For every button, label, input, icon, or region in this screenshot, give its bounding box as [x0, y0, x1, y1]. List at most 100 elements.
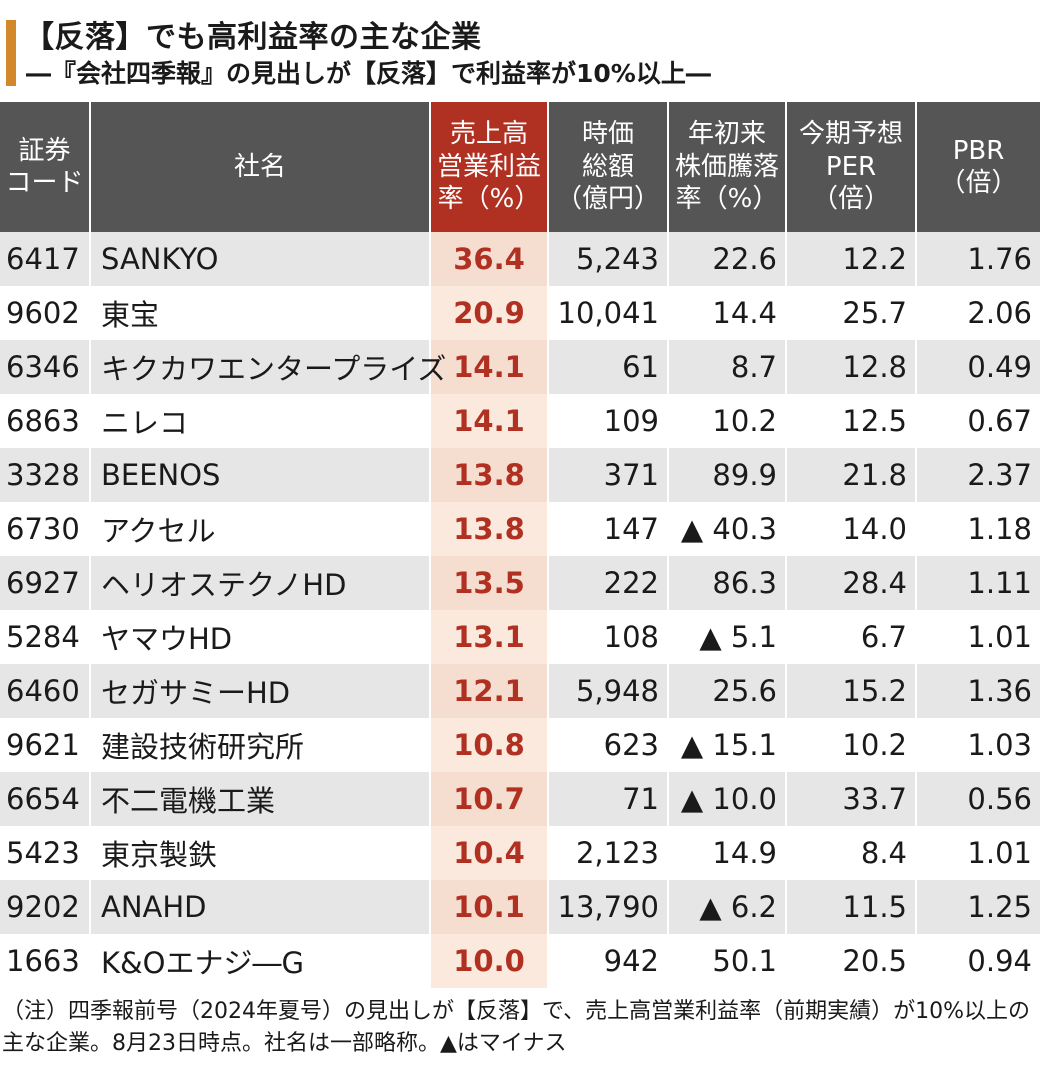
cell-operating-margin: 14.1 — [429, 394, 548, 448]
cell-per: 6.7 — [785, 610, 916, 664]
page-subtitle: ―『会社四季報』の見出しが【反落】で利益率が10%以上― — [26, 59, 711, 88]
cell-operating-margin: 12.1 — [429, 664, 548, 718]
cell-pbr: 1.18 — [915, 502, 1040, 556]
header-company-name: 社名 — [89, 102, 430, 232]
cell-pbr: 1.11 — [915, 556, 1040, 610]
cell-pbr: 1.01 — [915, 610, 1040, 664]
cell-market-cap: 10,041 — [547, 286, 668, 340]
cell-operating-margin: 14.1 — [429, 340, 548, 394]
table-row: 5423 東京製鉄 10.4 2,123 14.9 8.4 1.01 — [0, 826, 1040, 880]
table-row: 1663 K&Oエナジ―G 10.0 942 50.1 20.5 0.94 — [0, 934, 1040, 988]
header-ytd-change: 年初来 株価騰落 率（%） — [667, 102, 786, 232]
cell-market-cap: 5,948 — [547, 664, 668, 718]
cell-pbr: 1.36 — [915, 664, 1040, 718]
cell-per: 15.2 — [785, 664, 916, 718]
cell-market-cap: 623 — [547, 718, 668, 772]
cell-pbr: 0.94 — [915, 934, 1040, 988]
cell-ytd-change: ▲ 10.0 — [667, 772, 786, 826]
cell-operating-margin: 10.8 — [429, 718, 548, 772]
table-row: 6346 キクカワエンタープライズ 14.1 61 8.7 12.8 0.49 — [0, 340, 1040, 394]
data-table: 証券 コード 社名 売上高 営業利益 率（%） 時価 総額 （億円） 年初来 株価騰落 率（%… — [0, 102, 1040, 988]
table-row: 5284 ヤマウHD 13.1 108 ▲ 5.1 6.7 1.01 — [0, 610, 1040, 664]
footnote: （注）四季報前号（2024年夏号）の見出しが【反落】で、売上高営業利益率（前期実… — [2, 999, 1031, 1056]
cell-operating-margin: 10.1 — [429, 880, 548, 934]
cell-operating-margin: 10.0 — [429, 934, 548, 988]
cell-ytd-change: 22.6 — [667, 232, 786, 286]
cell-pbr: 0.67 — [915, 394, 1040, 448]
cell-code: 1663 — [6, 944, 80, 978]
cell-market-cap: 109 — [547, 394, 668, 448]
table-row: 9602 東宝 20.9 10,041 14.4 25.7 2.06 — [0, 286, 1040, 340]
cell-ytd-change: 10.2 — [667, 394, 786, 448]
table-row: 6730 アクセル 13.8 147 ▲ 40.3 14.0 1.18 — [0, 502, 1040, 556]
cell-company-name: セガサミーHD — [89, 664, 430, 718]
page-title: 【反落】でも高利益率の主な企業 — [24, 20, 482, 55]
cell-company-name: アクセル — [89, 502, 430, 556]
header-pbr: PBR （倍） — [915, 102, 1040, 232]
cell-market-cap: 108 — [547, 610, 668, 664]
cell-market-cap: 61 — [547, 340, 668, 394]
cell-market-cap: 371 — [547, 448, 668, 502]
cell-pbr: 1.76 — [915, 232, 1040, 286]
table-row: 6863 ニレコ 14.1 109 10.2 12.5 0.67 — [0, 394, 1040, 448]
cell-market-cap: 13,790 — [547, 880, 668, 934]
cell-ytd-change: ▲ 6.2 — [667, 880, 786, 934]
cell-per: 14.0 — [785, 502, 916, 556]
cell-operating-margin: 10.7 — [429, 772, 548, 826]
cell-company-name: 東宝 — [89, 286, 430, 340]
cell-per: 8.4 — [785, 826, 916, 880]
cell-per: 10.2 — [785, 718, 916, 772]
cell-operating-margin: 13.5 — [429, 556, 548, 610]
cell-company-name: ヘリオステクノHD — [89, 556, 430, 610]
cell-per: 33.7 — [785, 772, 916, 826]
cell-market-cap: 71 — [547, 772, 668, 826]
cell-per: 12.2 — [785, 232, 916, 286]
cell-operating-margin: 20.9 — [429, 286, 548, 340]
header-code: 証券 コード — [0, 102, 90, 232]
table-row: 6417 SANKYO 36.4 5,243 22.6 12.2 1.76 — [0, 232, 1040, 286]
cell-code: 6460 — [0, 664, 90, 718]
cell-per: 25.7 — [785, 286, 916, 340]
cell-ytd-change: ▲ 5.1 — [667, 610, 786, 664]
cell-code: 3328 — [0, 448, 90, 502]
cell-pbr: 0.49 — [915, 340, 1040, 394]
cell-per: 12.5 — [785, 394, 916, 448]
cell-pbr: 1.25 — [915, 880, 1040, 934]
table-row: 9621 建設技術研究所 10.8 623 ▲ 15.1 10.2 1.03 — [0, 718, 1040, 772]
cell-ytd-change: ▲ 15.1 — [667, 718, 786, 772]
cell-company-name: SANKYO — [89, 232, 430, 286]
cell-code: 5284 — [6, 620, 80, 654]
cell-pbr: 0.56 — [915, 772, 1040, 826]
header-operating-margin: 売上高 営業利益 率（%） — [429, 102, 548, 232]
cell-ytd-change: 50.1 — [667, 934, 786, 988]
cell-per: 20.5 — [785, 934, 916, 988]
cell-ytd-change: 14.9 — [667, 826, 786, 880]
cell-code: 6863 — [6, 404, 80, 438]
cell-code: 6654 — [0, 772, 90, 826]
cell-per: 12.8 — [785, 340, 916, 394]
cell-company-name: ニレコ — [89, 394, 430, 448]
cell-company-name: ヤマウHD — [89, 610, 430, 664]
cell-code: 9621 — [6, 728, 80, 762]
cell-company-name: K&Oエナジ―G — [89, 934, 430, 988]
cell-code: 9202 — [0, 880, 90, 934]
cell-per: 21.8 — [785, 448, 916, 502]
cell-code: 6730 — [6, 512, 80, 546]
cell-market-cap: 2,123 — [547, 826, 668, 880]
cell-ytd-change: ▲ 40.3 — [667, 502, 786, 556]
cell-pbr: 2.06 — [915, 286, 1040, 340]
cell-ytd-change: 86.3 — [667, 556, 786, 610]
cell-company-name: 東京製鉄 — [89, 826, 430, 880]
header-per: 今期予想 PER （倍） — [785, 102, 916, 232]
cell-ytd-change: 8.7 — [667, 340, 786, 394]
cell-code: 6417 — [0, 232, 90, 286]
cell-code: 9602 — [6, 296, 80, 330]
cell-pbr: 2.37 — [915, 448, 1040, 502]
cell-market-cap: 942 — [547, 934, 668, 988]
cell-operating-margin: 13.1 — [429, 610, 548, 664]
cell-operating-margin: 13.8 — [429, 502, 548, 556]
cell-per: 11.5 — [785, 880, 916, 934]
cell-market-cap: 147 — [547, 502, 668, 556]
table-row: 9202 ANAHD 10.1 13,790 ▲ 6.2 11.5 1.25 — [0, 880, 1040, 934]
cell-ytd-change: 89.9 — [667, 448, 786, 502]
